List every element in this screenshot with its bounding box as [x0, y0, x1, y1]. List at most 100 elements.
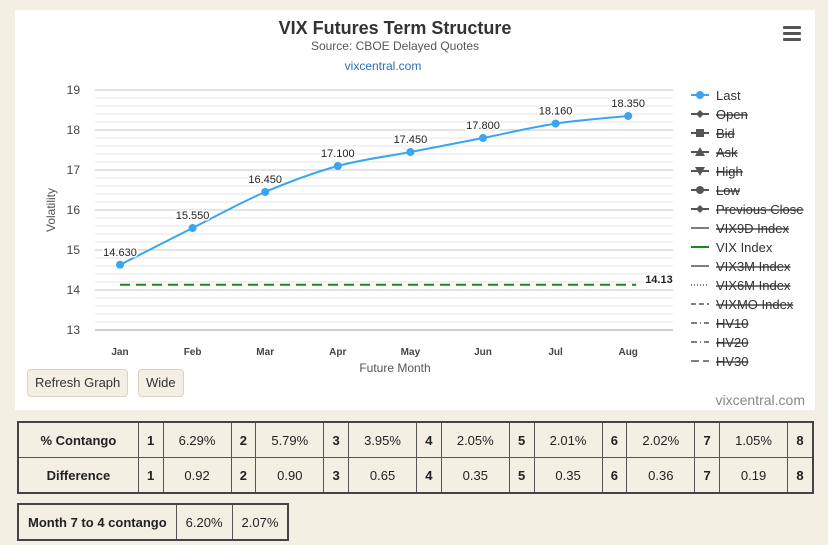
- contango-value: 2.05%: [440, 421, 510, 458]
- legend-marker-circle: [696, 91, 704, 99]
- refresh-graph-button[interactable]: Refresh Graph: [27, 369, 129, 397]
- difference-month-number: 1: [137, 457, 164, 494]
- difference-value: 0.92: [162, 457, 232, 494]
- legend-item[interactable]: VIX9D Index: [716, 221, 789, 236]
- difference-month-number: 3: [323, 457, 350, 494]
- x-tick-label: Aug: [618, 347, 637, 358]
- last-data-label: 16.450: [248, 174, 282, 186]
- x-tick-label: Jan: [111, 347, 128, 358]
- legend-marker-diamond: [696, 110, 704, 118]
- chart-credit[interactable]: vixcentral.com: [715, 392, 805, 408]
- wide-button[interactable]: Wide: [138, 369, 184, 397]
- x-tick-label: Apr: [329, 347, 346, 358]
- difference-label: Difference: [17, 457, 139, 494]
- last-data-label: 18.160: [539, 106, 573, 118]
- difference-month-number: 5: [508, 457, 535, 494]
- difference-value: 0.35: [440, 457, 510, 494]
- month-7-to-4-table: Month 7 to 4 contango 6.20% 2.07%: [17, 503, 290, 541]
- x-tick-label: May: [401, 347, 421, 358]
- contango-month-number: 1: [137, 421, 164, 458]
- contango-table: % Contango 1 6.29% 2 5.79% 3 3.95% 4 2.05% 5 2.01…: [17, 421, 814, 494]
- contango-value: 2.01%: [533, 421, 603, 458]
- x-tick-label: Mar: [256, 347, 274, 358]
- legend-item[interactable]: VIXMO Index: [716, 297, 794, 312]
- legend-item[interactable]: HV20: [716, 335, 749, 350]
- y-axis-label: Volatility: [44, 188, 58, 232]
- legend-item[interactable]: VIX3M Index: [716, 259, 791, 274]
- legend-marker-triangle: [695, 147, 705, 156]
- legend-item[interactable]: HV30: [716, 354, 749, 369]
- difference-value: 0.65: [348, 457, 418, 494]
- difference-month-number: 4: [416, 457, 442, 494]
- hamburger-menu-icon[interactable]: [783, 26, 801, 42]
- y-tick-label: 19: [67, 83, 81, 97]
- legend-item[interactable]: Previous Close: [716, 202, 803, 217]
- contango-value: 5.79%: [255, 421, 325, 458]
- difference-row: Difference 1 0.92 2 0.90 3 0.65 4 0.35 5 0.35 6 0.3…: [17, 457, 814, 494]
- y-tick-label: 14: [67, 283, 81, 297]
- contango-month-number: 6: [601, 421, 628, 458]
- chart-source-link: vixcentral.com: [345, 59, 422, 73]
- y-tick-label: 13: [67, 323, 81, 337]
- difference-value: 0.36: [626, 457, 696, 494]
- contango-month-number: 5: [508, 421, 535, 458]
- legend-item[interactable]: Last: [716, 88, 741, 103]
- y-tick-label: 15: [67, 243, 81, 257]
- y-tick-label: 17: [67, 163, 81, 177]
- contango-value: 3.95%: [348, 421, 418, 458]
- x-axis-label: Future Month: [359, 361, 430, 375]
- legend-marker-square: [696, 129, 704, 137]
- difference-month-number: 8: [787, 457, 814, 494]
- month74-label: Month 7 to 4 contango: [17, 503, 177, 541]
- legend-marker-circle: [696, 186, 704, 194]
- last-data-label: 15.550: [176, 210, 210, 222]
- legend-item[interactable]: Low: [716, 183, 740, 198]
- x-tick-label: Jun: [474, 347, 492, 358]
- last-data-label: 18.350: [611, 98, 645, 110]
- contango-month-number: 8: [787, 421, 814, 458]
- last-data-label: 14.630: [103, 247, 137, 259]
- legend-item[interactable]: HV10: [716, 316, 749, 331]
- contango-month-number: 3: [323, 421, 350, 458]
- y-tick-label: 16: [67, 203, 81, 217]
- last-data-point: [624, 112, 633, 120]
- last-data-point: [333, 162, 342, 170]
- vix-index-end-label: 14.13: [645, 274, 673, 286]
- chart-card: VIX Futures Term Structure Source: CBOE D…: [15, 10, 815, 410]
- chart-subtitle: Source: CBOE Delayed Quotes: [311, 39, 479, 53]
- last-data-point: [479, 134, 487, 142]
- difference-value: 0.90: [255, 457, 325, 494]
- legend-item[interactable]: Open: [716, 107, 748, 122]
- month74-value-1: 6.20%: [175, 503, 233, 541]
- legend-item[interactable]: Ask: [716, 145, 738, 160]
- contango-value: 6.29%: [162, 421, 232, 458]
- difference-value: 0.19: [719, 457, 789, 494]
- month74-row: Month 7 to 4 contango 6.20% 2.07%: [17, 503, 289, 541]
- contango-value: 1.05%: [719, 421, 789, 458]
- legend-item[interactable]: High: [716, 164, 743, 179]
- y-tick-label: 18: [67, 123, 81, 137]
- last-data-label: 17.450: [394, 134, 428, 146]
- contango-month-number: 7: [694, 421, 721, 458]
- difference-month-number: 7: [694, 457, 721, 494]
- last-data-point: [551, 119, 560, 128]
- legend-item[interactable]: Bid: [716, 126, 735, 141]
- x-tick-label: Feb: [184, 347, 202, 358]
- difference-month-number: 6: [601, 457, 628, 494]
- contango-month-number: 2: [230, 421, 257, 458]
- contango-label: % Contango: [17, 421, 139, 458]
- last-data-label: 17.100: [321, 148, 355, 160]
- last-data-point: [188, 224, 197, 232]
- month74-value-2: 2.07%: [231, 503, 289, 541]
- contango-value: 2.02%: [626, 421, 696, 458]
- legend-marker-diamond: [696, 205, 704, 213]
- last-data-point: [406, 148, 415, 156]
- last-data-label: 17.800: [466, 120, 500, 132]
- legend-item[interactable]: VIX Index: [716, 240, 773, 255]
- legend-item[interactable]: VIX6M Index: [716, 278, 791, 293]
- contango-row: % Contango 1 6.29% 2 5.79% 3 3.95% 4 2.05% 5 2.01…: [17, 421, 814, 458]
- last-data-point: [261, 188, 270, 196]
- legend-marker-triangle-down: [695, 167, 705, 176]
- last-data-point: [116, 260, 124, 269]
